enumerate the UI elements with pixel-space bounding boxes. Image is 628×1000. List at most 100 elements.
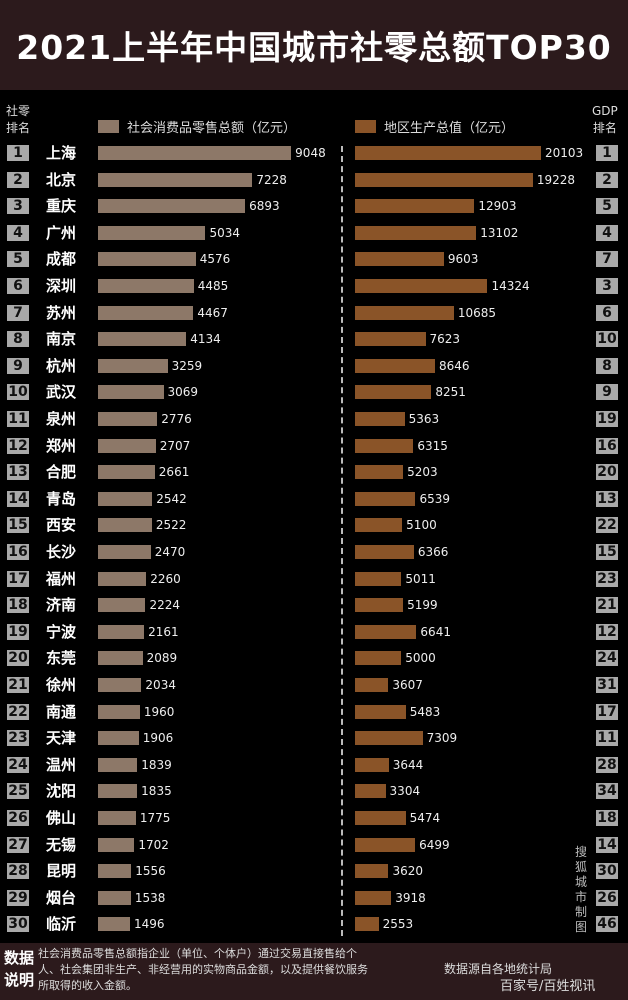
retail-rank: 4 [7, 224, 29, 241]
city-label: 苏州 [46, 303, 77, 322]
gdp-rank: 4 [596, 224, 618, 241]
retail-value: 4467 [197, 305, 228, 320]
table-row: 4 广州 5034 13102 4 [0, 220, 628, 246]
gdp-bar [355, 757, 389, 772]
city-label: 福州 [46, 569, 77, 588]
table-row: 5 成都 4576 9603 7 [0, 246, 628, 272]
retail-bar [98, 598, 146, 613]
gdp-rank: 15 [596, 544, 618, 560]
legend-label: 地区生产总值（亿元） [384, 121, 515, 136]
table-row: 19 宁波 2161 6641 12 [0, 619, 628, 645]
retail-rank: 17 [7, 570, 29, 587]
retail-rank: 22 [7, 703, 29, 720]
legend-retail: 社会消费品零售总额（亿元） [98, 117, 296, 136]
retail-bar [98, 358, 168, 373]
retail-bar [98, 704, 140, 719]
city-label: 济南 [46, 596, 77, 615]
retail-bar [98, 438, 156, 453]
gdp-bar [355, 252, 444, 267]
gdp-rank: 23 [596, 570, 618, 587]
gdp-bar [355, 518, 403, 533]
retail-value: 5034 [209, 225, 241, 240]
retail-rank: 20 [7, 650, 29, 667]
gdp-bar [355, 146, 541, 160]
retail-value: 2034 [145, 678, 176, 692]
table-row: 16 长沙 2470 6366 15 [0, 539, 628, 565]
city-label: 温州 [46, 755, 77, 774]
gdp-bar [355, 305, 454, 320]
city-label: 长沙 [46, 543, 77, 561]
gdp-rank: 9 [596, 384, 618, 401]
retail-rank: 8 [7, 331, 29, 348]
retail-value: 2260 [150, 571, 181, 586]
table-row: 27 无锡 1702 6499 14 [0, 832, 628, 858]
gdp-rank: 7 [596, 251, 618, 268]
gdp-bar [355, 704, 406, 719]
retail-value: 1538 [134, 890, 166, 905]
gdp-value: 3607 [392, 678, 423, 692]
city-label: 昆明 [46, 862, 77, 881]
gdp-bar [355, 545, 414, 559]
retail-rank: 18 [7, 597, 29, 614]
city-label: 天津 [46, 729, 77, 748]
gdp-bar [355, 890, 392, 905]
gdp-rank: 22 [596, 517, 618, 534]
city-label: 深圳 [46, 277, 77, 295]
city-label: 徐州 [46, 676, 77, 694]
gdp-bar [355, 385, 432, 400]
table-row: 15 西安 2522 5100 22 [0, 512, 628, 538]
gdp-rank: 1 [596, 145, 618, 161]
retail-bar [98, 917, 130, 932]
table-row: 7 苏州 4467 10685 6 [0, 300, 628, 326]
table-row: 9 杭州 3259 8646 8 [0, 353, 628, 379]
gdp-bar [355, 571, 402, 586]
footer-note: 社会消费品零售总额指企业（单位、个体户）通过交易直接售给个人、社会集团非生产、非… [38, 947, 368, 992]
retail-rank: 1 [7, 145, 29, 161]
gdp-bar [355, 199, 475, 214]
retail-bar [98, 624, 145, 639]
retail-value: 4576 [199, 252, 231, 267]
gdp-bar [355, 412, 405, 426]
gdp-bar [355, 358, 435, 373]
table-row: 26 佛山 1775 5474 18 [0, 805, 628, 831]
gdp-value: 7309 [426, 731, 458, 746]
data-source: 数据源自各地统计局 [444, 962, 553, 976]
gdp-value: 5100 [406, 518, 437, 533]
gdp-rank: 16 [596, 437, 618, 454]
table-row: 17 福州 2260 5011 23 [0, 566, 628, 592]
retail-bar [98, 146, 292, 160]
retail-bar [98, 571, 147, 586]
gdp-bar [355, 438, 414, 453]
retail-bar [98, 199, 246, 214]
retail-value: 2161 [148, 624, 179, 639]
gdp-value: 3918 [395, 890, 426, 905]
gdp-bar [355, 678, 389, 692]
retail-rank: 12 [7, 437, 29, 454]
gdp-value: 6315 [417, 438, 448, 453]
gdp-value: 5011 [405, 571, 436, 586]
table-row: 12 郑州 2707 6315 16 [0, 433, 628, 459]
retail-value: 2707 [159, 438, 191, 453]
gdp-bar [355, 624, 417, 639]
retail-value: 9048 [295, 146, 326, 160]
gdp-rank: 30 [596, 863, 618, 880]
retail-bar [98, 412, 158, 426]
retail-rank: 9 [7, 357, 29, 374]
gdp-bar [355, 864, 389, 879]
city-label: 佛山 [46, 809, 77, 827]
footer: 数据说明 社会消费品零售总额指企业（单位、个体户）通过交易直接售给个人、社会集团… [0, 943, 628, 1000]
retail-bar [98, 491, 153, 506]
city-label: 上海 [46, 144, 77, 162]
retail-bar [98, 279, 194, 293]
gdp-rank: 31 [596, 677, 618, 693]
retail-rank: 21 [7, 677, 29, 693]
gdp-rank: 19 [596, 411, 618, 427]
gdp-value: 5199 [407, 598, 438, 613]
gdp-bar [355, 465, 404, 480]
city-label: 武汉 [46, 383, 77, 402]
city-label: 宁波 [46, 622, 77, 641]
retail-value: 6893 [249, 199, 280, 214]
legend-swatch-gdp [355, 120, 376, 133]
retail-bar [98, 864, 132, 879]
retail-rank: 5 [7, 251, 29, 268]
